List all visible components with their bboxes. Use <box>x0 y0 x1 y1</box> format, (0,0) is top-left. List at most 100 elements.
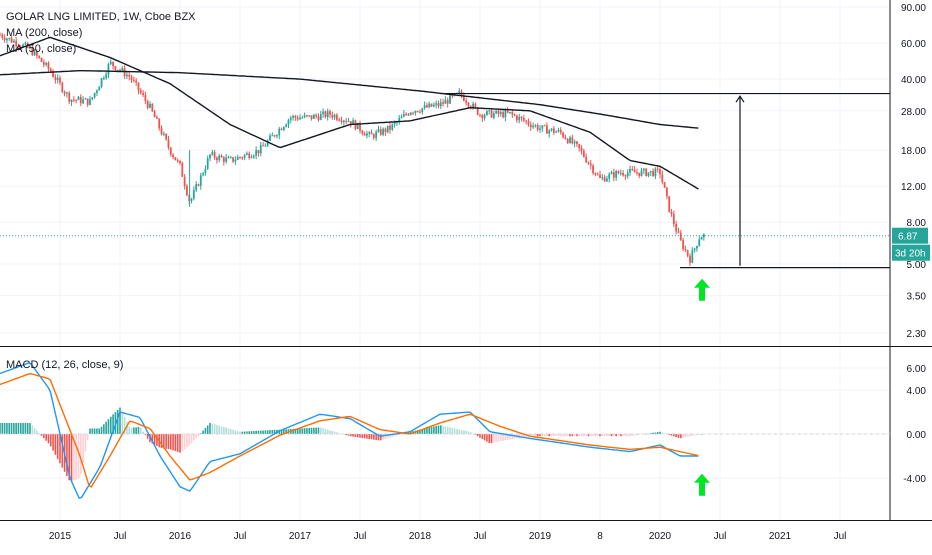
candle-body <box>384 128 387 133</box>
candle-body <box>469 106 472 108</box>
histogram-bar <box>673 434 675 437</box>
ma200-line <box>0 70 699 129</box>
histogram-bar <box>130 427 133 434</box>
candle-body <box>654 168 657 177</box>
candle-body <box>437 103 440 107</box>
histogram-bar <box>61 434 64 468</box>
histogram-bar <box>317 427 320 434</box>
histogram-bar <box>587 434 590 437</box>
time-tick-label: 2016 <box>169 531 192 542</box>
histogram-bar <box>433 426 435 434</box>
histogram-bar <box>119 407 121 434</box>
candle-body <box>428 103 431 108</box>
candle-body <box>629 169 631 173</box>
histogram-bar <box>377 434 380 441</box>
candle-body <box>663 182 666 188</box>
candle-body <box>409 112 412 116</box>
histogram-bar <box>532 434 534 437</box>
macd-title[interactable]: MACD (12, 26, close, 9) <box>6 359 124 371</box>
candle-body <box>54 77 57 81</box>
candle-body <box>114 66 117 71</box>
candle-body <box>345 120 348 122</box>
candle-body <box>213 152 216 158</box>
histogram-bar <box>453 428 456 434</box>
ma200-legend[interactable]: MA (200, close) <box>6 27 83 39</box>
histogram-bar <box>54 434 57 455</box>
candle-body <box>142 93 144 96</box>
candle-body <box>179 160 181 164</box>
histogram-bar <box>499 434 502 442</box>
histogram-bar <box>437 425 440 434</box>
histogram-bar <box>493 434 495 443</box>
histogram-bar <box>366 434 368 439</box>
candle-body <box>24 43 27 45</box>
candle-body <box>677 231 680 233</box>
histogram-bar <box>68 434 71 481</box>
candle-body <box>439 102 442 107</box>
candle-body <box>442 102 444 104</box>
candle-body <box>333 114 336 118</box>
candle-body <box>66 92 68 94</box>
candle-body <box>132 79 135 81</box>
histogram-bar <box>56 434 59 460</box>
histogram-bar <box>663 433 666 434</box>
candle-body <box>426 105 428 108</box>
main-legend: GOLAR LNG LIMITED, 1W, Cboe BZX MA (200,… <box>6 9 196 57</box>
histogram-bar <box>631 434 634 436</box>
candle-body <box>169 147 172 155</box>
symbol-title[interactable]: GOLAR LNG LIMITED, 1W, Cboe BZX <box>6 11 196 23</box>
candle-body <box>608 174 611 179</box>
candle-body <box>642 168 645 171</box>
histogram-bar <box>345 434 347 436</box>
candle-body <box>199 175 202 186</box>
candle-body <box>225 157 228 162</box>
candle-body <box>107 63 110 75</box>
histogram-bar <box>536 434 539 437</box>
macd-line <box>0 362 699 500</box>
histogram-bar <box>33 428 36 434</box>
histogram-bar <box>548 434 551 437</box>
candle-body <box>557 129 560 132</box>
candle-body <box>109 61 112 64</box>
histogram-bar <box>656 432 659 434</box>
time-tick-label: 2019 <box>529 531 552 542</box>
candle-body <box>451 95 454 97</box>
macd-tick-label: 4.00 <box>907 386 927 397</box>
histogram-bar <box>285 429 287 434</box>
candle-body <box>412 112 414 114</box>
histogram-bar <box>608 434 611 437</box>
histogram-bar <box>502 434 504 441</box>
histogram-bar <box>29 423 31 434</box>
histogram-bar <box>135 427 137 434</box>
histogram-bar <box>296 428 299 434</box>
macd-histogram <box>0 407 705 482</box>
histogram-bar <box>506 434 509 440</box>
histogram-bar <box>204 428 207 434</box>
histogram-bar <box>59 434 61 464</box>
last-price-text: 6.87 <box>898 232 918 243</box>
price-tick-label: 8.00 <box>907 218 927 229</box>
candle-body <box>105 74 108 79</box>
histogram-bar <box>89 428 91 434</box>
candle-body <box>352 120 354 125</box>
candle-body <box>449 95 451 104</box>
histogram-bar <box>483 434 486 441</box>
histogram-bar <box>195 434 197 439</box>
price-tick-label: 60.00 <box>901 39 926 50</box>
ma50-legend[interactable]: MA (50, close) <box>6 43 77 55</box>
candle-body <box>280 128 283 130</box>
candle-body <box>222 157 225 162</box>
candle-body <box>675 224 678 232</box>
candle-body <box>361 130 364 134</box>
histogram-bar <box>248 431 251 434</box>
candle-body <box>375 131 378 138</box>
candle-body <box>303 115 306 118</box>
histogram-bar <box>689 434 691 437</box>
histogram-bar <box>264 430 267 434</box>
histogram-bar <box>336 432 338 434</box>
candle-body <box>197 184 200 186</box>
candle-body <box>38 55 41 58</box>
histogram-bar <box>236 431 239 434</box>
candle-body <box>89 99 91 105</box>
